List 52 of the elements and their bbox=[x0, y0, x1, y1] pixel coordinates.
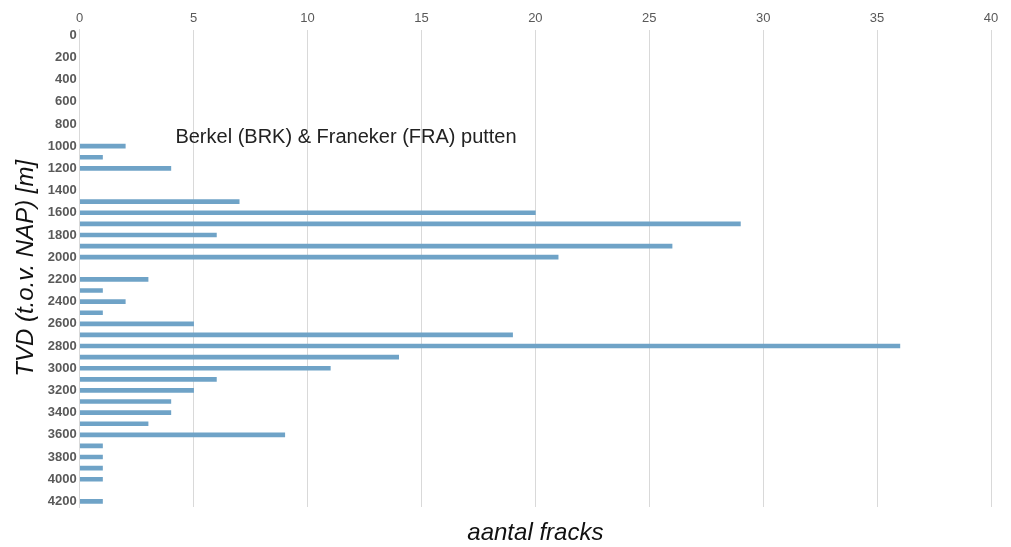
y-tick-label: 3800 bbox=[47, 448, 77, 464]
y-tick-label: 2200 bbox=[47, 270, 77, 286]
y-tick-label: 4000 bbox=[47, 470, 77, 486]
x-tick-label: 15 bbox=[414, 10, 429, 26]
bar bbox=[79, 410, 172, 415]
y-tick-label: 3400 bbox=[47, 404, 77, 420]
bar bbox=[79, 421, 149, 427]
y-tick-label: 2800 bbox=[47, 337, 77, 353]
y-tick-label: 1200 bbox=[47, 159, 77, 175]
y-tick-label: 600 bbox=[55, 93, 77, 109]
bar bbox=[79, 376, 217, 382]
y-tick-label: 1000 bbox=[47, 137, 77, 153]
y-tick-label: 1800 bbox=[47, 226, 77, 242]
x-tick-label: 35 bbox=[869, 10, 885, 26]
x-tick-label: 20 bbox=[528, 10, 543, 26]
bar bbox=[79, 310, 103, 316]
x-tick-label: 5 bbox=[190, 10, 198, 26]
x-tick-label: 40 bbox=[983, 10, 999, 26]
bar bbox=[79, 365, 331, 371]
x-axis-title: aantal fracks bbox=[467, 517, 604, 545]
y-tick-label: 4200 bbox=[47, 493, 77, 509]
bar bbox=[79, 199, 240, 205]
bar bbox=[79, 321, 194, 327]
y-tick-label: 2000 bbox=[47, 248, 77, 264]
x-tick-label: 10 bbox=[300, 10, 315, 26]
y-tick-label: 3000 bbox=[47, 359, 77, 375]
y-tick-label: 200 bbox=[55, 48, 77, 64]
bar bbox=[79, 299, 126, 304]
bar bbox=[79, 288, 103, 293]
y-tick-label: 2600 bbox=[47, 315, 77, 331]
y-tick-label: 1600 bbox=[47, 204, 77, 220]
bar bbox=[79, 254, 559, 260]
annotation: Berkel (BRK) & Franeker (FRA) putten bbox=[175, 125, 517, 148]
bar bbox=[79, 399, 172, 404]
y-tick-label: 3600 bbox=[47, 426, 77, 442]
x-tick-label: 25 bbox=[642, 10, 657, 26]
bar bbox=[79, 388, 194, 393]
bar bbox=[79, 143, 126, 149]
bar bbox=[79, 210, 536, 216]
bar bbox=[79, 166, 172, 171]
y-tick-label: 2400 bbox=[47, 293, 77, 309]
y-tick-label: 0 bbox=[69, 26, 77, 42]
y-tick-label: 400 bbox=[55, 71, 77, 87]
y-tick-label: 3200 bbox=[47, 382, 77, 397]
bar bbox=[79, 499, 103, 504]
bar bbox=[79, 476, 103, 482]
x-tick-label: 30 bbox=[755, 10, 771, 26]
y-tick-label: 1400 bbox=[47, 182, 77, 198]
bar bbox=[79, 277, 149, 282]
y-tick-label: 800 bbox=[55, 115, 77, 131]
bar bbox=[79, 154, 103, 160]
y-axis-title: TVD (t.o.v. NAP) [m] bbox=[11, 158, 39, 377]
